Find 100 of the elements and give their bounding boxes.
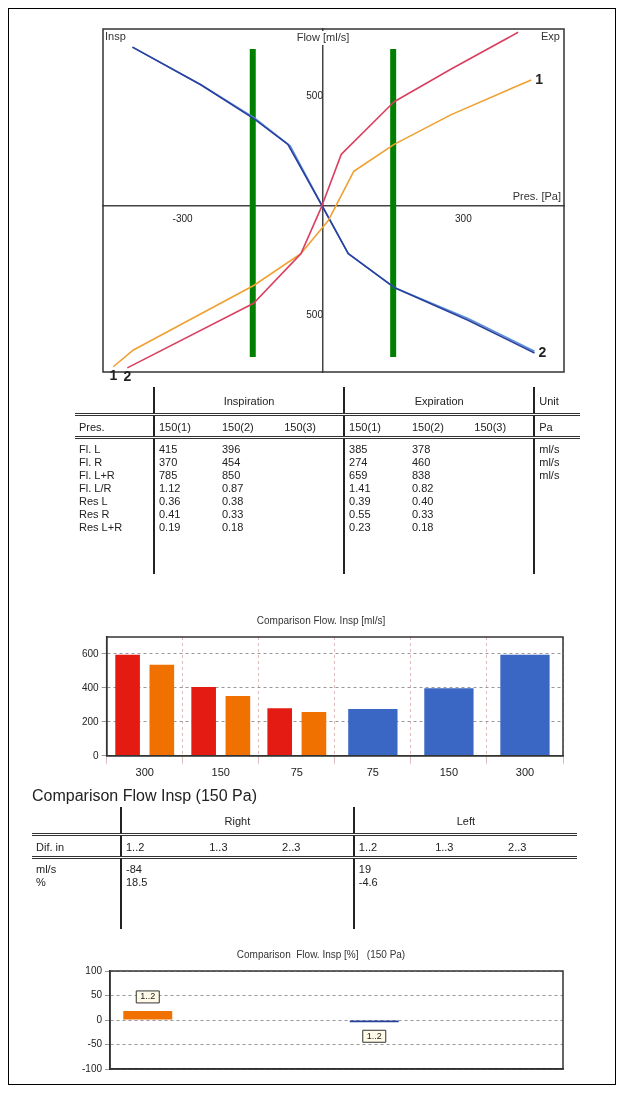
y-axis-title: Flow [ml/s] bbox=[296, 30, 350, 43]
x-tick-label: 300 bbox=[515, 766, 535, 779]
y-tick-label: 50 bbox=[90, 989, 103, 1001]
text: 385 bbox=[349, 443, 368, 455]
bar bbox=[424, 688, 474, 756]
category-label: 2..3 bbox=[504, 834, 577, 858]
category-label: 150(1) bbox=[154, 414, 218, 438]
bar bbox=[149, 664, 175, 756]
text: 0.19 bbox=[159, 521, 181, 533]
category-label: 150(2) bbox=[217, 414, 281, 438]
text: 1.41 bbox=[349, 482, 371, 494]
text: Right bbox=[121, 807, 354, 835]
text: 274 bbox=[349, 456, 368, 468]
category-label: 2..3 bbox=[278, 834, 354, 858]
category-label: 150(2) bbox=[408, 414, 471, 438]
text: 454 bbox=[221, 456, 241, 468]
y-tick-label: 100 bbox=[85, 964, 103, 976]
text: Comparison Flow Insp (150 Pa) bbox=[32, 787, 258, 805]
bar bbox=[301, 712, 327, 756]
text: 0.33 bbox=[412, 508, 434, 520]
y-tick-label: 0 bbox=[96, 1013, 103, 1025]
text: 18.5 bbox=[126, 876, 148, 888]
bar bbox=[115, 654, 140, 756]
x-axis-title: Pres. [Pa] bbox=[512, 190, 561, 203]
chart-title: Comparison Flow. Insp [ml/s] bbox=[256, 614, 386, 626]
text: 0.23 bbox=[349, 521, 371, 533]
x-tick-label: -300 bbox=[172, 212, 194, 224]
x-tick-label: 75 bbox=[366, 766, 379, 779]
text: 1.12 bbox=[159, 482, 181, 494]
category-label: 150(3) bbox=[470, 414, 535, 438]
text: 0.40 bbox=[412, 495, 434, 507]
text: Left bbox=[353, 807, 577, 835]
y-tick-label: 400 bbox=[82, 681, 100, 693]
bar bbox=[348, 708, 398, 756]
text: 396 bbox=[221, 443, 241, 455]
text: 0.33 bbox=[221, 508, 244, 520]
category-label: Pa bbox=[534, 414, 580, 438]
text: Expiration bbox=[344, 387, 535, 415]
text: 785 bbox=[159, 469, 178, 481]
text: 838 bbox=[412, 469, 431, 481]
text: 659 bbox=[349, 469, 368, 481]
bar bbox=[191, 687, 216, 756]
text: 460 bbox=[412, 456, 431, 468]
text: 0.41 bbox=[159, 508, 181, 520]
category-label: ml/s bbox=[36, 863, 57, 875]
text: 0.82 bbox=[412, 482, 434, 494]
x-tick-label: 300 bbox=[455, 212, 473, 224]
text: ml/s bbox=[539, 469, 560, 481]
text: 850 bbox=[221, 469, 241, 481]
text: 370 bbox=[159, 456, 178, 468]
x-tick-label: 75 bbox=[290, 766, 303, 779]
category-label: 1..3 bbox=[431, 834, 505, 858]
text: ml/s bbox=[539, 456, 560, 468]
category-label: Fl. L bbox=[79, 443, 101, 455]
category-label: Res L+R bbox=[79, 521, 123, 533]
series-label: 1..2 bbox=[366, 1030, 382, 1041]
category-label: Res L bbox=[79, 495, 108, 507]
text: 0.87 bbox=[221, 482, 244, 494]
text: ml/s bbox=[539, 443, 560, 455]
y-tick-label: -100 bbox=[82, 1062, 103, 1074]
text: 0.39 bbox=[349, 495, 371, 507]
x-tick-label: 150 bbox=[211, 766, 230, 779]
category-label: Res R bbox=[79, 508, 110, 520]
category-label: Pres. bbox=[75, 414, 154, 438]
text: 378 bbox=[412, 443, 431, 455]
category-label: Fl. R bbox=[79, 456, 103, 468]
annotation: Exp bbox=[541, 29, 560, 42]
category-label: 1..3 bbox=[205, 834, 279, 858]
text: 415 bbox=[159, 443, 178, 455]
text: 0.38 bbox=[221, 495, 244, 507]
y-tick-label: 200 bbox=[82, 715, 100, 727]
text: -84 bbox=[126, 863, 142, 875]
x-tick-label: 150 bbox=[439, 766, 459, 779]
chart-title: Comparison Flow. Insp [%] (150 Pa) bbox=[236, 948, 406, 960]
category-label: 1..2 bbox=[353, 834, 432, 858]
annotation: Insp bbox=[105, 29, 126, 42]
category-label: Fl. L/R bbox=[79, 482, 112, 494]
text: 0.18 bbox=[412, 521, 434, 533]
category-label: 150(1) bbox=[344, 414, 408, 438]
annotation: 1 bbox=[535, 70, 544, 87]
bar bbox=[500, 654, 550, 756]
category-label: % bbox=[36, 876, 46, 888]
category-label: Dif. in bbox=[32, 834, 121, 858]
bar bbox=[225, 696, 251, 756]
text: 0.18 bbox=[221, 521, 244, 533]
bar bbox=[267, 708, 293, 756]
y-tick-label: 0 bbox=[93, 749, 100, 761]
text: 19 bbox=[358, 863, 372, 875]
y-tick-label: 600 bbox=[82, 647, 100, 659]
text: 0.36 bbox=[159, 495, 181, 507]
text: Inspiration bbox=[154, 387, 345, 415]
category-label: 1..2 bbox=[121, 834, 206, 858]
text: Unit bbox=[534, 387, 580, 415]
category-label: Fl. L+R bbox=[79, 469, 115, 481]
text: -4.6 bbox=[358, 876, 378, 888]
y-tick-label: -50 bbox=[87, 1038, 103, 1050]
series-label: 1..2 bbox=[140, 991, 156, 1002]
annotation: 2 bbox=[538, 343, 547, 360]
text: 0.55 bbox=[349, 508, 371, 520]
category-label: 150(3) bbox=[280, 414, 345, 438]
